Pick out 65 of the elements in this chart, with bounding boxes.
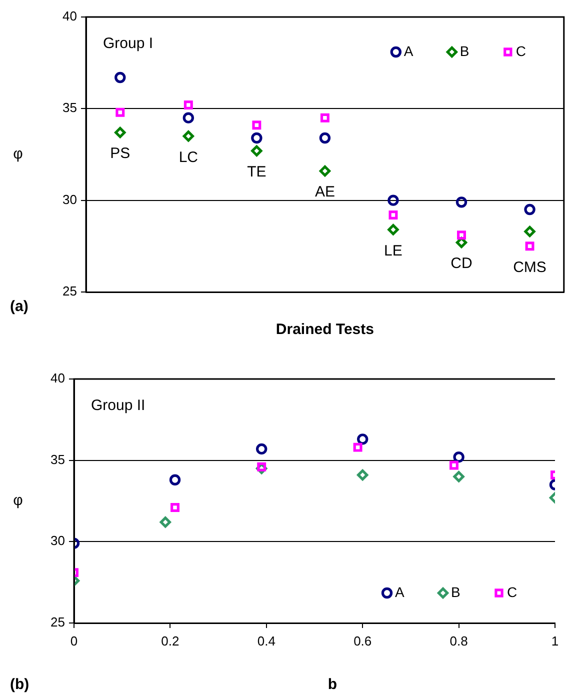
legend-label: A — [395, 584, 405, 600]
x-tick-label: AE — [314, 184, 335, 201]
point — [357, 434, 368, 445]
point — [114, 72, 126, 84]
text: (a) — [10, 298, 28, 316]
point — [524, 204, 536, 216]
x-tick-label: 1 — [551, 633, 559, 648]
point — [456, 196, 468, 208]
x-tick-label: 0.2 — [161, 633, 180, 648]
point — [116, 108, 125, 117]
x-tick-label: LC — [178, 148, 198, 166]
legend-label: B — [460, 42, 470, 59]
legend-label: C — [507, 584, 518, 600]
y-axis-title: φ — [13, 146, 24, 163]
point — [169, 474, 181, 486]
y-tick-label: 35 — [62, 100, 77, 116]
x-tick-label: TE — [247, 163, 266, 180]
point — [388, 224, 399, 236]
point — [114, 126, 126, 138]
point — [457, 230, 466, 240]
point — [251, 132, 262, 144]
y-tick-label: 35 — [50, 452, 65, 467]
point — [453, 451, 464, 463]
point — [453, 471, 464, 482]
y-axis-title: φ — [13, 492, 24, 510]
text: Group I — [103, 35, 154, 52]
point — [170, 503, 180, 512]
point — [357, 469, 368, 481]
point — [182, 130, 194, 142]
text: Group II — [91, 397, 146, 414]
point — [160, 516, 171, 528]
point — [252, 120, 262, 130]
x-axis-title: b — [328, 676, 338, 694]
x-tick-label: 0 — [70, 633, 78, 648]
x-tick-label: CD — [450, 255, 472, 272]
x-tick-label: 0.6 — [354, 633, 372, 648]
point — [319, 132, 331, 144]
x-tick-label: CMS — [513, 258, 546, 276]
point — [251, 145, 262, 156]
y-tick-label: 25 — [62, 284, 77, 299]
y-tick-label: 25 — [50, 614, 65, 630]
point — [256, 443, 268, 455]
point — [388, 194, 399, 206]
x-tick-label: 0.4 — [257, 633, 276, 648]
point — [320, 113, 330, 122]
y-tick-label: 40 — [62, 8, 77, 24]
y-tick-label: 30 — [50, 533, 65, 548]
point — [450, 460, 458, 470]
legend-label: A — [404, 42, 414, 59]
text: (b) — [10, 676, 30, 694]
point — [388, 210, 398, 220]
point — [319, 165, 331, 177]
y-tick-label: 40 — [50, 370, 65, 386]
x-tick-label: PS — [110, 145, 130, 162]
legend-label: C — [516, 42, 526, 59]
point — [182, 112, 194, 124]
point — [353, 442, 362, 452]
x-tick-label: LE — [384, 242, 402, 260]
y-tick-label: 30 — [62, 192, 77, 207]
legend-label: B — [451, 584, 460, 600]
x-tick-label: 0.8 — [450, 633, 468, 648]
point — [525, 242, 534, 251]
point — [184, 100, 193, 110]
point — [524, 226, 536, 238]
x-axis-title: Drained Tests — [276, 321, 374, 338]
